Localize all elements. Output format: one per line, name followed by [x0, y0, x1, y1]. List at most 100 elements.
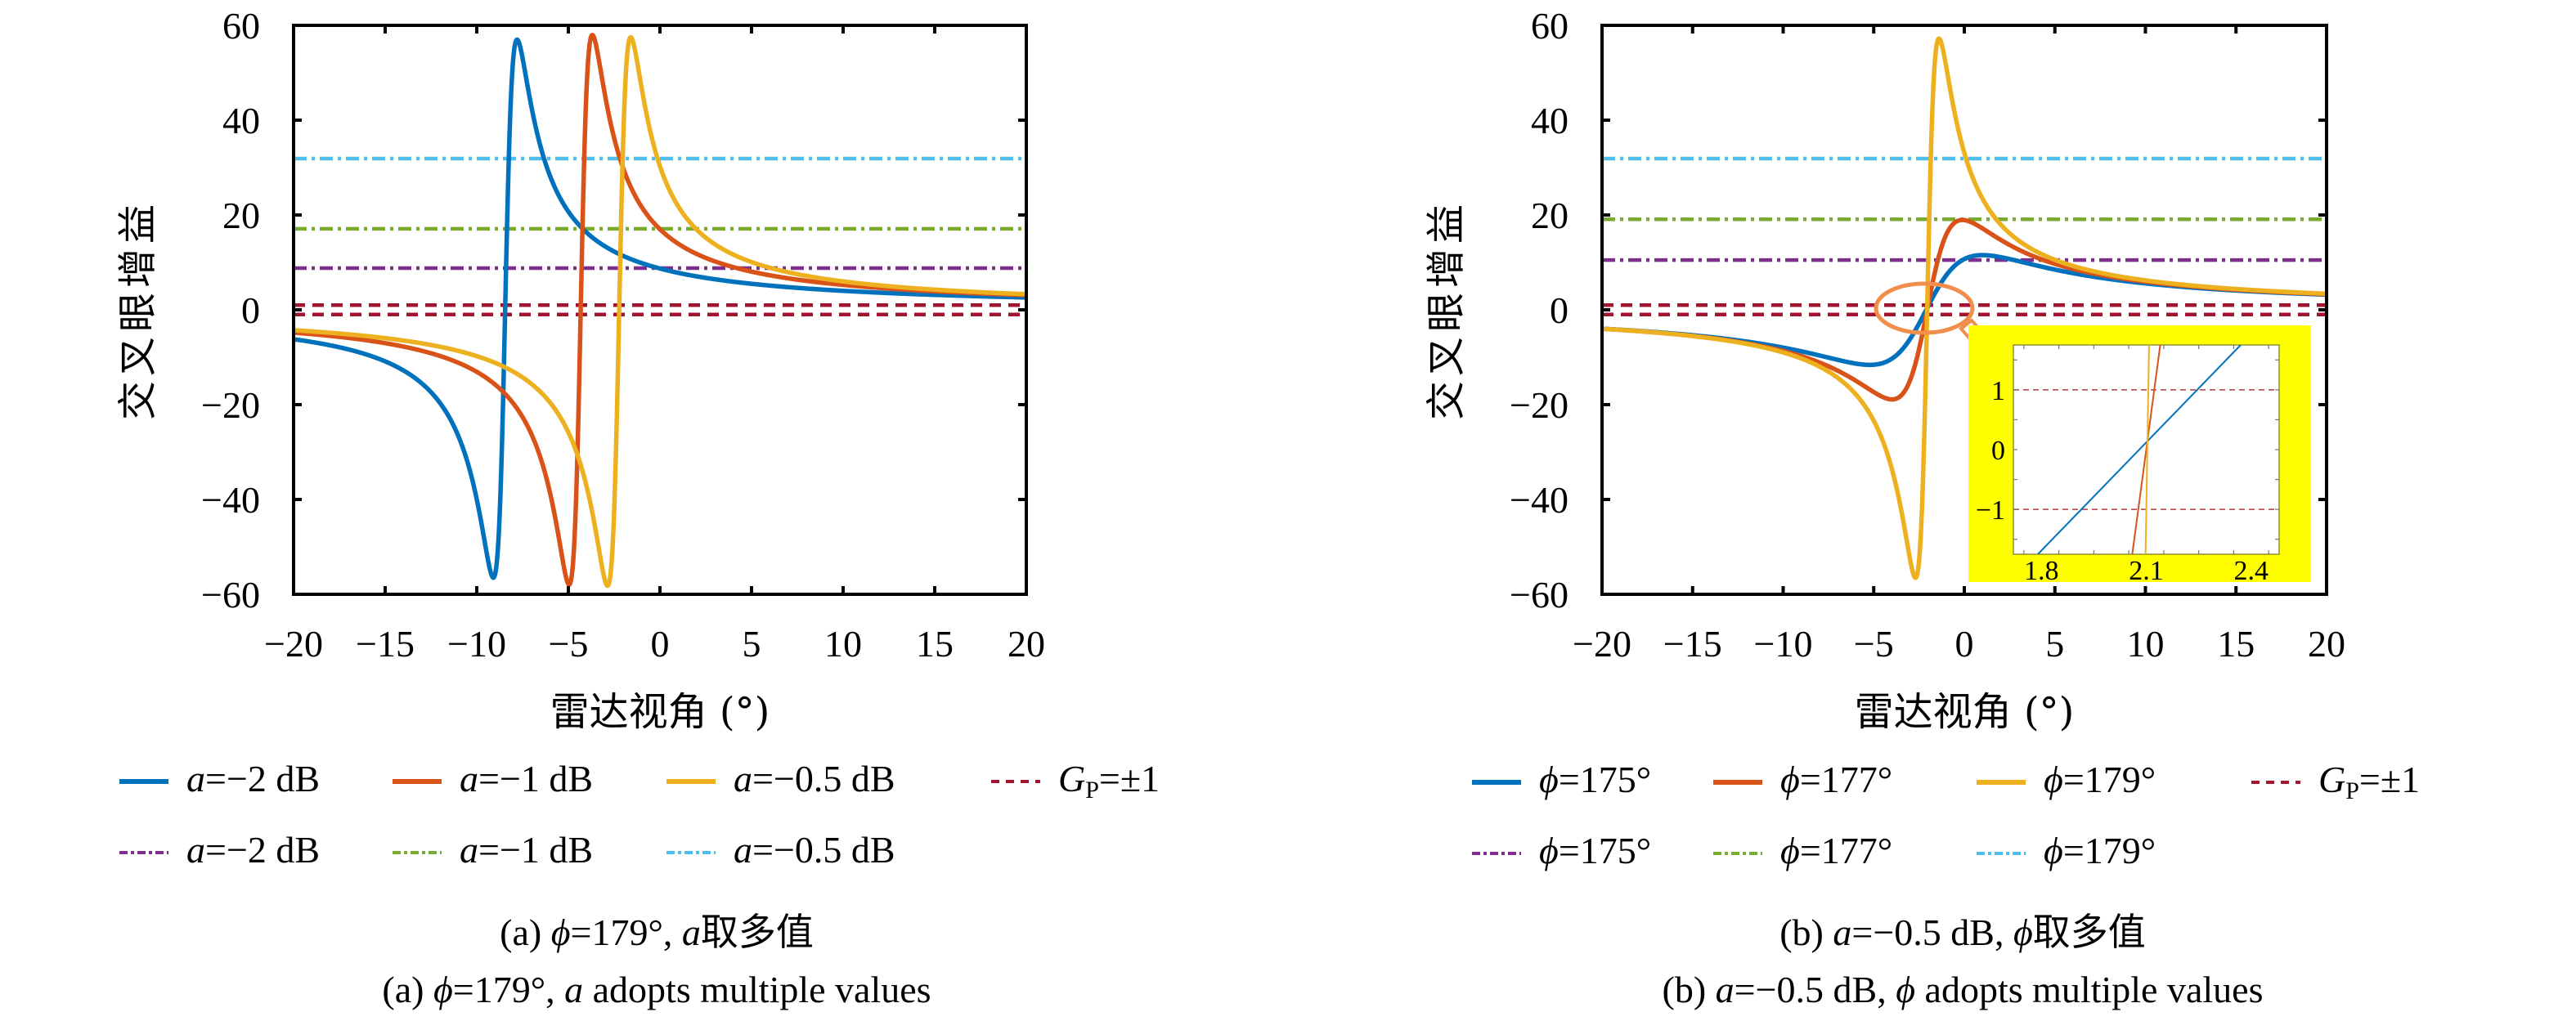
caption-part-var1: ϕ — [551, 911, 571, 953]
caption-part-mid: =−0.5 dB, — [1851, 911, 2013, 953]
legend-label-r2-2: a=−0.5 dB — [734, 829, 895, 871]
legend-value: =179° — [2063, 759, 2156, 800]
legend: a=−2 dB a=−1 dB a=−0.5 dB GP=±1a=−2 dB a=−1 … — [119, 758, 1160, 871]
legend-variable: ϕ — [2044, 830, 2063, 871]
legend-value: =−1 dB — [478, 758, 593, 799]
legend-label-r2-2: ϕ=179° — [2044, 830, 2156, 871]
legend-value: =−0.5 dB — [752, 829, 895, 871]
chart-panel-a: −20 −15 −10 −5 0 5 10 15 20 −60 −40 −20 0 20 40 60 雷达视角 … — [115, 5, 1160, 1010]
inset-y-tick-label: −1 — [1976, 495, 2005, 526]
y-tick-label: 20 — [1531, 195, 1568, 236]
legend-value: =177° — [1800, 759, 1892, 800]
legend-variable: ϕ — [1539, 830, 1559, 871]
caption-part-prefix: (b) — [1779, 911, 1833, 953]
legend-value: =175° — [1559, 759, 1651, 800]
caption-caption_en: (a) ϕ=179°, a adopts multiple values — [382, 969, 931, 1010]
legend-variable: ϕ — [1780, 759, 1800, 800]
legend-label-r1-3: GP=±1 — [1058, 758, 1160, 804]
legend-subscript: P — [1085, 777, 1099, 804]
y-tick-label: −20 — [201, 384, 260, 426]
legend-label-r1-1: ϕ=177° — [1780, 759, 1892, 800]
caption-part-suffix: adopts multiple values — [1915, 969, 2263, 1010]
caption-part-var2: a — [564, 969, 583, 1010]
y-tick-label: 40 — [1531, 100, 1568, 141]
y-tick-label: −20 — [1510, 384, 1568, 426]
x-tick-label: −5 — [549, 623, 589, 665]
legend-label-r1-0: ϕ=175° — [1539, 759, 1651, 800]
legend-value: =179° — [2063, 830, 2156, 871]
legend-value: =177° — [1800, 830, 1892, 871]
caption-part-mid: =179°, — [453, 969, 564, 1010]
chart-panel-b: −20 −15 −10 −5 0 5 10 15 20−60−40−200204060雷达视角 … — [1424, 5, 2421, 1010]
inset-series-line-2 — [2144, 345, 2150, 554]
x-axis-title: 雷达视角 (°) — [550, 689, 770, 735]
caption-part-var1: ϕ — [433, 969, 453, 1010]
caption-part-suffix: 取多值 — [701, 911, 814, 953]
legend-label-r2-1: ϕ=177° — [1780, 830, 1892, 871]
legend-value: =−2 dB — [205, 758, 320, 799]
x-tick-label: 10 — [2127, 623, 2165, 665]
caption-part-var2: ϕ — [1896, 969, 1915, 1010]
y-axis-title: 交叉眼增益 — [115, 199, 161, 420]
inset-x-tick-label: 1.8 — [2024, 556, 2059, 586]
x-tick-label: −20 — [1573, 623, 1631, 665]
inset-zoom: 1.8 2.1 2.4 −1 0 1 — [1874, 281, 2311, 586]
legend-variable: a — [186, 758, 205, 799]
y-tick-label: 0 — [241, 289, 260, 331]
legend-variable: ϕ — [2044, 759, 2063, 800]
legend-value: =±1 — [2359, 759, 2420, 800]
legend-value: =−1 dB — [478, 829, 593, 871]
legend-value: =175° — [1559, 830, 1651, 871]
x-tick-label: 5 — [743, 623, 761, 665]
caption-part-mid: =179°, — [571, 911, 682, 953]
y-axis-title: 交叉眼增益 — [1424, 199, 1470, 420]
x-tick-label: 15 — [916, 623, 954, 665]
legend-variable: a — [186, 829, 205, 871]
legend-label-r1-2: ϕ=179° — [2044, 759, 2156, 800]
legend-value: =−2 dB — [205, 829, 320, 871]
legend-label-r1-2: a=−0.5 dB — [734, 758, 895, 799]
legend-variable: a — [460, 829, 478, 871]
caption-part-prefix: (a) — [382, 969, 433, 1010]
x-tick-label: −15 — [1663, 623, 1722, 665]
y-tick-label: −40 — [1510, 479, 1568, 521]
x-tick-label: 10 — [824, 623, 862, 665]
x-tick-label: 0 — [1955, 623, 1974, 665]
legend-label-r2-0: a=−2 dB — [186, 829, 320, 871]
legend-variable: G — [1058, 758, 1085, 799]
caption-part-var1: a — [1716, 969, 1735, 1010]
series-line-2 — [1602, 36, 2327, 580]
legend-variable: ϕ — [1539, 759, 1559, 800]
caption-part-var1: a — [1833, 911, 1851, 953]
legend-variable: ϕ — [1780, 830, 1800, 871]
inset-plot — [2013, 345, 2279, 554]
inset-x-tick-label: 2.4 — [2234, 556, 2269, 586]
legend-subscript: P — [2345, 777, 2359, 804]
inset-series-line-0 — [2037, 345, 2242, 554]
legend-variable: G — [2318, 759, 2345, 800]
legend-label-r1-0: a=−2 dB — [186, 758, 320, 799]
inset-series-line-1 — [2131, 345, 2161, 554]
caption-caption_en: (b) a=−0.5 dB, ϕ adopts multiple values — [1663, 969, 2264, 1010]
y-tick-label: 40 — [222, 100, 260, 141]
x-tick-label: 0 — [651, 623, 670, 665]
legend-variable: a — [734, 829, 752, 871]
x-tick-label: 15 — [2217, 623, 2255, 665]
inset-y-tick-label: 1 — [1991, 376, 2005, 406]
highlight-ellipse — [1874, 281, 1975, 335]
y-tick-label: −60 — [201, 574, 260, 616]
legend-variable: a — [460, 758, 478, 799]
plot-area — [294, 33, 1026, 589]
legend-variable: a — [734, 758, 752, 799]
legend-label-r1-3: GP=±1 — [2318, 759, 2420, 804]
x-tick-label: 20 — [1008, 623, 1045, 665]
axes-frame — [292, 24, 1028, 596]
y-tick-label: 60 — [222, 5, 260, 47]
y-tick-label: 20 — [222, 195, 260, 236]
caption-part-suffix: adopts multiple values — [583, 969, 931, 1010]
plot-area — [1602, 36, 2327, 580]
inset-y-tick-label: 0 — [1991, 436, 2005, 466]
caption-part-suffix: 取多值 — [2033, 911, 2146, 953]
x-tick-label: −10 — [447, 623, 506, 665]
